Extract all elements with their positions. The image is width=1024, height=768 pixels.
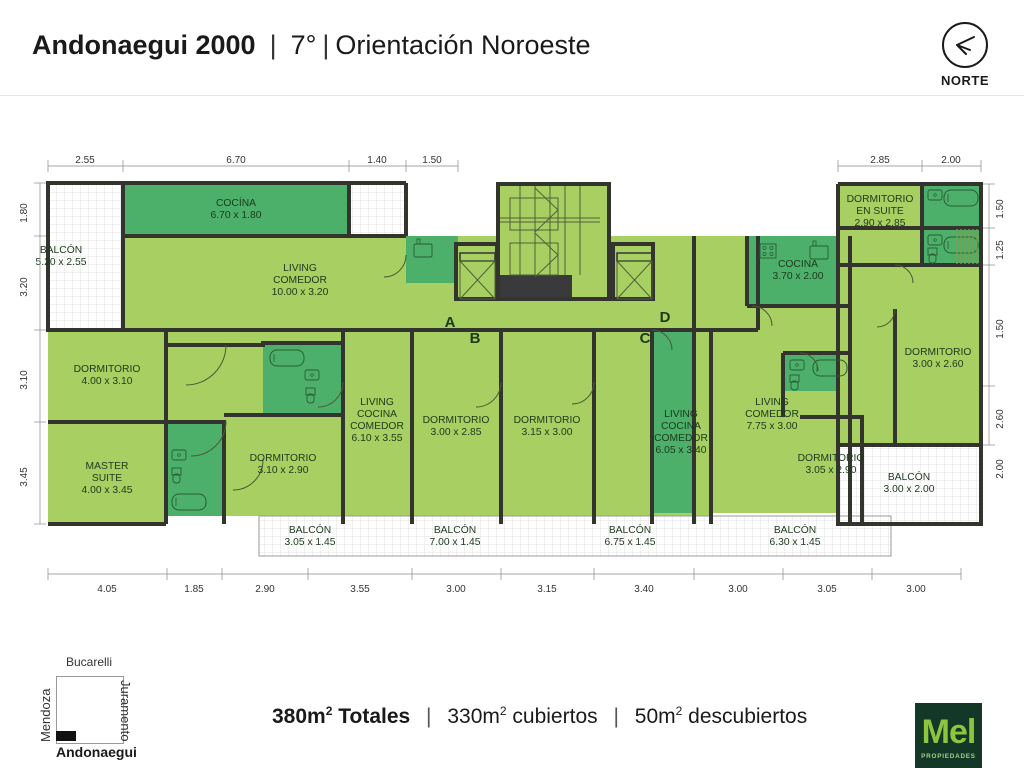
svg-text:SUITE: SUITE [92,473,122,484]
svg-text:1.50: 1.50 [995,199,1006,219]
svg-text:COMEDOR: COMEDOR [654,433,708,444]
svg-text:COCINA: COCINA [661,421,701,432]
svg-text:3.10 x 2.90: 3.10 x 2.90 [258,465,309,476]
svg-text:2.85: 2.85 [870,155,890,166]
svg-text:DORMITORIO: DORMITORIO [798,453,865,464]
svg-text:COMEDOR: COMEDOR [273,275,327,286]
svg-text:DORMITORIO: DORMITORIO [74,364,141,375]
svg-text:7.00 x 1.45: 7.00 x 1.45 [430,537,481,548]
svg-text:COMEDOR: COMEDOR [745,409,799,420]
svg-text:1.40: 1.40 [367,155,387,166]
svg-text:10.00 x 3.20: 10.00 x 3.20 [272,287,329,298]
svg-text:3.15: 3.15 [537,584,557,595]
svg-text:LIVING: LIVING [755,397,789,408]
svg-text:3.00 x 2.60: 3.00 x 2.60 [913,359,964,370]
svg-text:2.90 x 2.85: 2.90 x 2.85 [855,218,906,229]
svg-text:DORMITORIO: DORMITORIO [905,347,972,358]
svg-text:3.00 x 2.85: 3.00 x 2.85 [431,427,482,438]
svg-text:3.10: 3.10 [19,370,30,390]
svg-text:6.05 x 3.40: 6.05 x 3.40 [656,445,707,456]
svg-text:2.90: 2.90 [255,584,275,595]
svg-text:COCÍNA: COCÍNA [216,196,256,209]
svg-text:DORMITORIO: DORMITORIO [250,453,317,464]
svg-text:3.05: 3.05 [817,584,837,595]
svg-text:6.10 x 3.55: 6.10 x 3.55 [352,433,403,444]
svg-text:BALCÓN: BALCÓN [609,523,651,536]
svg-text:1.50: 1.50 [422,155,442,166]
svg-text:6.70 x 1.80: 6.70 x 1.80 [211,210,262,221]
svg-text:DORMITORIO: DORMITORIO [847,194,914,205]
svg-text:2.55: 2.55 [75,155,95,166]
svg-text:2.00: 2.00 [995,459,1006,479]
svg-text:3.70 x 2.00: 3.70 x 2.00 [773,271,824,282]
svg-text:COCINA: COCINA [357,409,397,420]
svg-text:3.05 x 1.45: 3.05 x 1.45 [285,537,336,548]
svg-text:A: A [445,314,456,331]
svg-text:C: C [640,330,651,347]
svg-text:3.00: 3.00 [446,584,466,595]
svg-text:EN SUITE: EN SUITE [856,206,904,217]
svg-text:LIVING: LIVING [664,409,698,420]
svg-text:5.20 x 2.55: 5.20 x 2.55 [36,257,87,268]
svg-text:3.20: 3.20 [19,277,30,297]
svg-text:B: B [470,330,481,347]
svg-text:LIVING: LIVING [360,397,394,408]
svg-text:BALCÓN: BALCÓN [434,523,476,536]
svg-text:1.80: 1.80 [19,203,30,223]
svg-text:4.00 x 3.10: 4.00 x 3.10 [82,376,133,387]
svg-text:4.00 x 3.45: 4.00 x 3.45 [82,485,133,496]
svg-text:DORMITORIO: DORMITORIO [423,415,490,426]
svg-text:1.50: 1.50 [995,319,1006,339]
svg-text:COCINA: COCINA [778,259,818,270]
svg-text:DORMITORIO: DORMITORIO [514,415,581,426]
svg-text:6.70: 6.70 [226,155,246,166]
svg-text:3.55: 3.55 [350,584,370,595]
svg-text:BALCÓN: BALCÓN [774,523,816,536]
svg-text:4.05: 4.05 [97,584,117,595]
svg-text:3.00 x 2.00: 3.00 x 2.00 [884,484,935,495]
svg-text:BALCÓN: BALCÓN [40,243,82,256]
svg-text:3.40: 3.40 [634,584,654,595]
svg-text:3.00: 3.00 [906,584,926,595]
svg-text:3.00: 3.00 [728,584,748,595]
svg-text:3.05 x 2.90: 3.05 x 2.90 [806,465,857,476]
svg-text:MASTER: MASTER [86,461,129,472]
svg-text:7.75 x 3.00: 7.75 x 3.00 [747,421,798,432]
svg-text:6.30 x 1.45: 6.30 x 1.45 [770,537,821,548]
svg-text:3.15 x 3.00: 3.15 x 3.00 [522,427,573,438]
svg-text:LIVING: LIVING [283,263,317,274]
svg-text:2.00: 2.00 [941,155,961,166]
svg-text:1.85: 1.85 [184,584,204,595]
svg-text:1.25: 1.25 [995,240,1006,260]
svg-text:2.60: 2.60 [995,409,1006,429]
svg-text:BALCÓN: BALCÓN [888,470,930,483]
svg-text:COMEDOR: COMEDOR [350,421,404,432]
svg-text:3.45: 3.45 [19,467,30,487]
svg-text:BALCÓN: BALCÓN [289,523,331,536]
svg-text:6.75 x 1.45: 6.75 x 1.45 [605,537,656,548]
svg-text:D: D [660,309,671,326]
